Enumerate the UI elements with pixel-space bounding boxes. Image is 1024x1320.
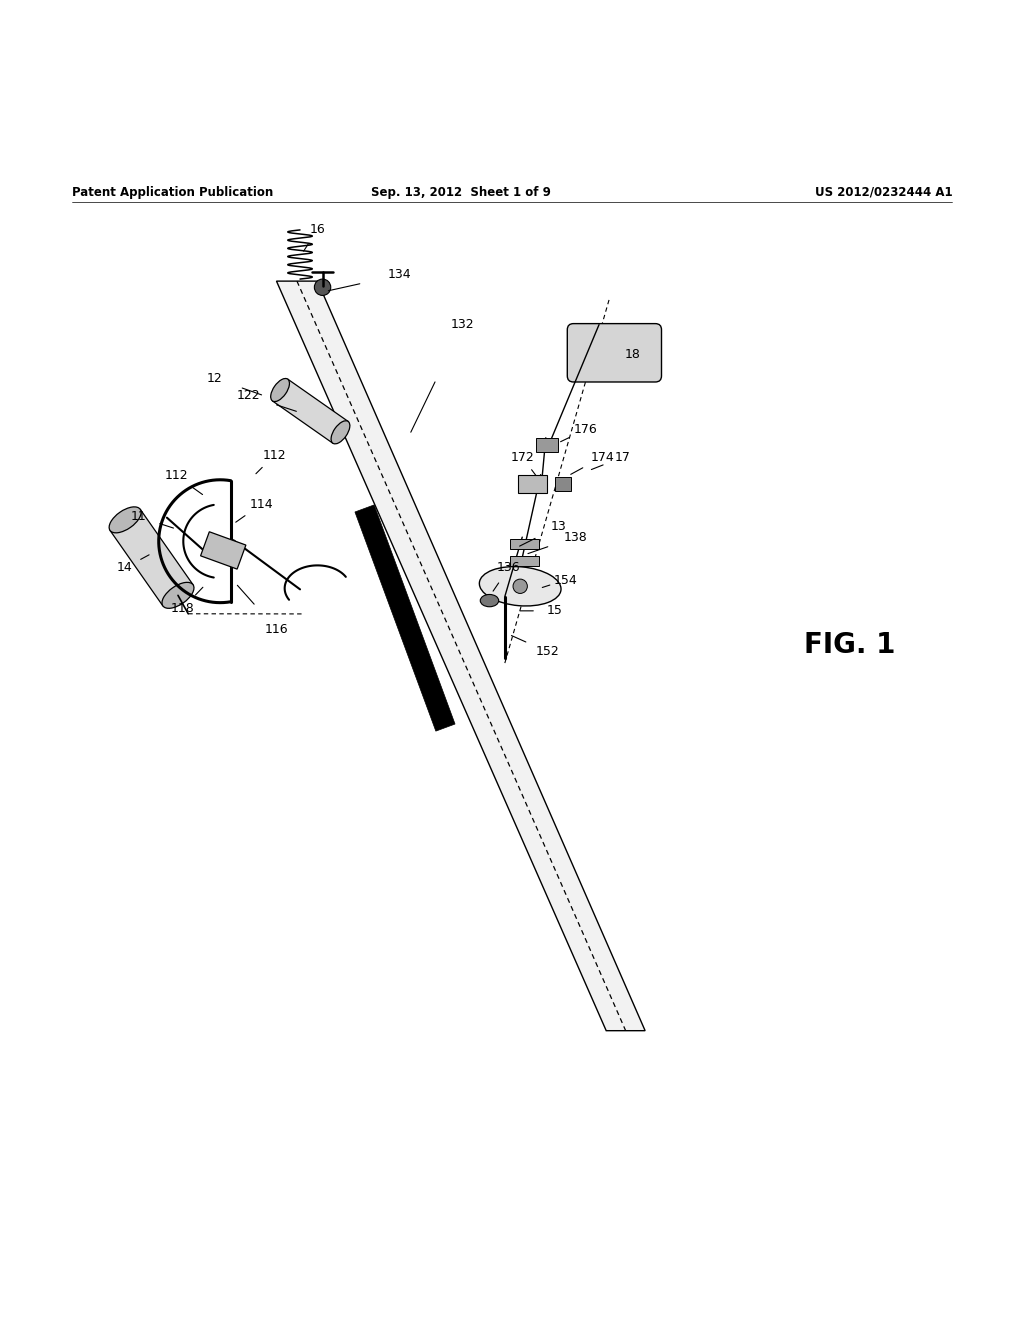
- Text: US 2012/0232444 A1: US 2012/0232444 A1: [815, 186, 952, 198]
- Polygon shape: [272, 379, 348, 444]
- Text: 112: 112: [164, 469, 188, 482]
- Ellipse shape: [270, 379, 290, 401]
- Text: Sep. 13, 2012  Sheet 1 of 9: Sep. 13, 2012 Sheet 1 of 9: [371, 186, 551, 198]
- Text: 118: 118: [170, 602, 195, 615]
- Text: 172: 172: [510, 450, 535, 463]
- Text: 174: 174: [590, 450, 614, 463]
- Text: 18: 18: [625, 348, 641, 362]
- Bar: [510, 539, 539, 549]
- Text: 136: 136: [497, 561, 521, 574]
- Bar: [510, 556, 539, 566]
- FancyBboxPatch shape: [567, 323, 662, 381]
- Text: 14: 14: [117, 561, 133, 574]
- Ellipse shape: [162, 582, 194, 609]
- Polygon shape: [201, 532, 246, 569]
- Text: 116: 116: [264, 623, 289, 636]
- Text: 176: 176: [573, 424, 598, 436]
- Text: 11: 11: [130, 510, 146, 523]
- Polygon shape: [110, 510, 194, 606]
- Text: Patent Application Publication: Patent Application Publication: [72, 186, 273, 198]
- Text: 122: 122: [237, 389, 261, 403]
- Text: 16: 16: [309, 223, 326, 236]
- Text: 15: 15: [547, 605, 563, 618]
- Ellipse shape: [331, 421, 350, 444]
- Text: 134: 134: [387, 268, 412, 281]
- Bar: [518, 475, 547, 494]
- Bar: [536, 438, 558, 453]
- Text: 17: 17: [614, 450, 631, 463]
- Bar: [555, 477, 571, 491]
- Circle shape: [513, 579, 527, 594]
- Text: 112: 112: [262, 449, 287, 462]
- Ellipse shape: [479, 566, 561, 606]
- Text: FIG. 1: FIG. 1: [804, 631, 896, 659]
- Text: 152: 152: [536, 645, 560, 659]
- Text: 154: 154: [553, 574, 578, 586]
- Text: 13: 13: [550, 520, 566, 533]
- Text: 114: 114: [249, 498, 273, 511]
- Ellipse shape: [110, 507, 141, 533]
- Text: 12: 12: [207, 372, 223, 385]
- Circle shape: [314, 279, 331, 296]
- Text: 138: 138: [563, 531, 588, 544]
- Text: 132: 132: [451, 318, 475, 330]
- Ellipse shape: [480, 594, 499, 607]
- Polygon shape: [355, 506, 455, 731]
- Polygon shape: [276, 281, 645, 1031]
